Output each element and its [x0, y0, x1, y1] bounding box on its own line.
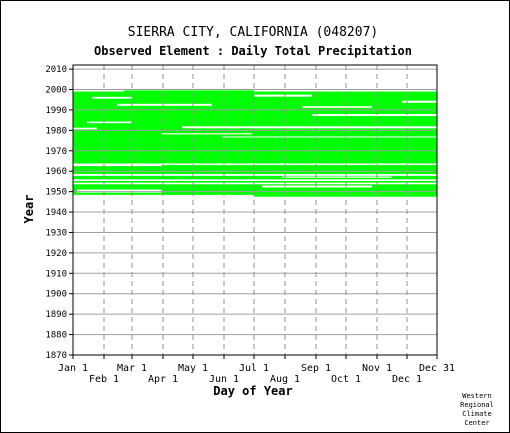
chart-title: SIERRA CITY, CALIFORNIA (048207)	[128, 25, 378, 40]
chart-subtitle: Observed Element : Daily Total Precipita…	[94, 44, 412, 58]
data-band	[73, 165, 437, 175]
grid-layer	[73, 65, 437, 356]
data-gap	[117, 103, 212, 106]
credit-line-3: Climate	[462, 410, 492, 418]
data-gap	[402, 100, 437, 103]
y-tick-label: 1880	[45, 331, 67, 341]
x-tick-label: Apr 1	[148, 374, 178, 385]
y-tick-label: 1900	[45, 290, 67, 300]
x-tick-label: Nov 1	[362, 363, 392, 374]
x-tick-label: Oct 1	[331, 374, 361, 385]
y-tick-label: 1930	[45, 228, 67, 238]
data-gap	[222, 136, 437, 138]
x-tick-label: Mar 1	[117, 363, 147, 374]
data-gap	[302, 106, 372, 108]
y-tick-label: 1990	[45, 106, 67, 116]
y-tick-label: 2000	[45, 86, 67, 96]
y-tick-label: 1980	[45, 126, 67, 136]
data-gap	[127, 179, 272, 181]
x-axis-label: Day of Year	[213, 384, 292, 398]
y-tick-label: 1890	[45, 310, 67, 320]
data-gap	[262, 185, 372, 188]
y-tick-label: 1960	[45, 167, 67, 177]
y-tick-label: 1910	[45, 269, 67, 279]
x-tick-label: Aug 1	[270, 374, 300, 385]
y-axis-label: Year	[22, 195, 36, 224]
data-gap	[77, 189, 162, 193]
x-tick-label: Sep 1	[301, 363, 331, 374]
x-tick-label: Dec 1	[392, 374, 422, 385]
axis-layer: 2010 2000 1990 1980 1970 1960 1950 1940 1930 1920…	[45, 64, 455, 385]
data-gap	[82, 174, 232, 176]
x-tick-label: Jun 1	[209, 374, 239, 385]
x-tick-label: Jul 1	[239, 363, 269, 374]
x-tick-label: Dec 31	[419, 363, 455, 374]
data-layer	[73, 90, 437, 197]
y-tick-label: 1920	[45, 249, 67, 259]
y-tick-label: 1870	[45, 351, 67, 361]
x-tick-label: May 1	[178, 363, 208, 374]
x-tick-label: Jan 1	[58, 363, 88, 374]
plot-border	[72, 64, 438, 356]
data-band	[73, 181, 437, 183]
data-gap	[73, 164, 162, 167]
data-band	[73, 184, 437, 195]
x-tick-label: Feb 1	[89, 374, 119, 385]
data-gap	[73, 127, 97, 130]
data-gap	[282, 176, 392, 178]
data-gap	[162, 133, 252, 135]
data-band	[124, 90, 254, 92]
y-tick-label: 2010	[45, 65, 67, 75]
data-gap	[182, 126, 437, 129]
data-band	[73, 175, 437, 180]
credit-line-1: Western	[462, 392, 492, 400]
credit-block: Western Regional Climate Center	[460, 392, 494, 427]
y-tick-label: 1950	[45, 188, 67, 198]
y-tick-label: 1940	[45, 208, 67, 218]
y-tick-label: 1970	[45, 147, 67, 157]
data-gap	[87, 121, 132, 124]
data-gap	[312, 114, 437, 117]
data-band	[73, 114, 437, 164]
data-band	[73, 91, 437, 115]
credit-line-4: Center	[464, 419, 489, 427]
data-gap	[92, 96, 132, 99]
credit-line-2: Regional	[460, 401, 494, 409]
data-gap	[254, 94, 312, 97]
